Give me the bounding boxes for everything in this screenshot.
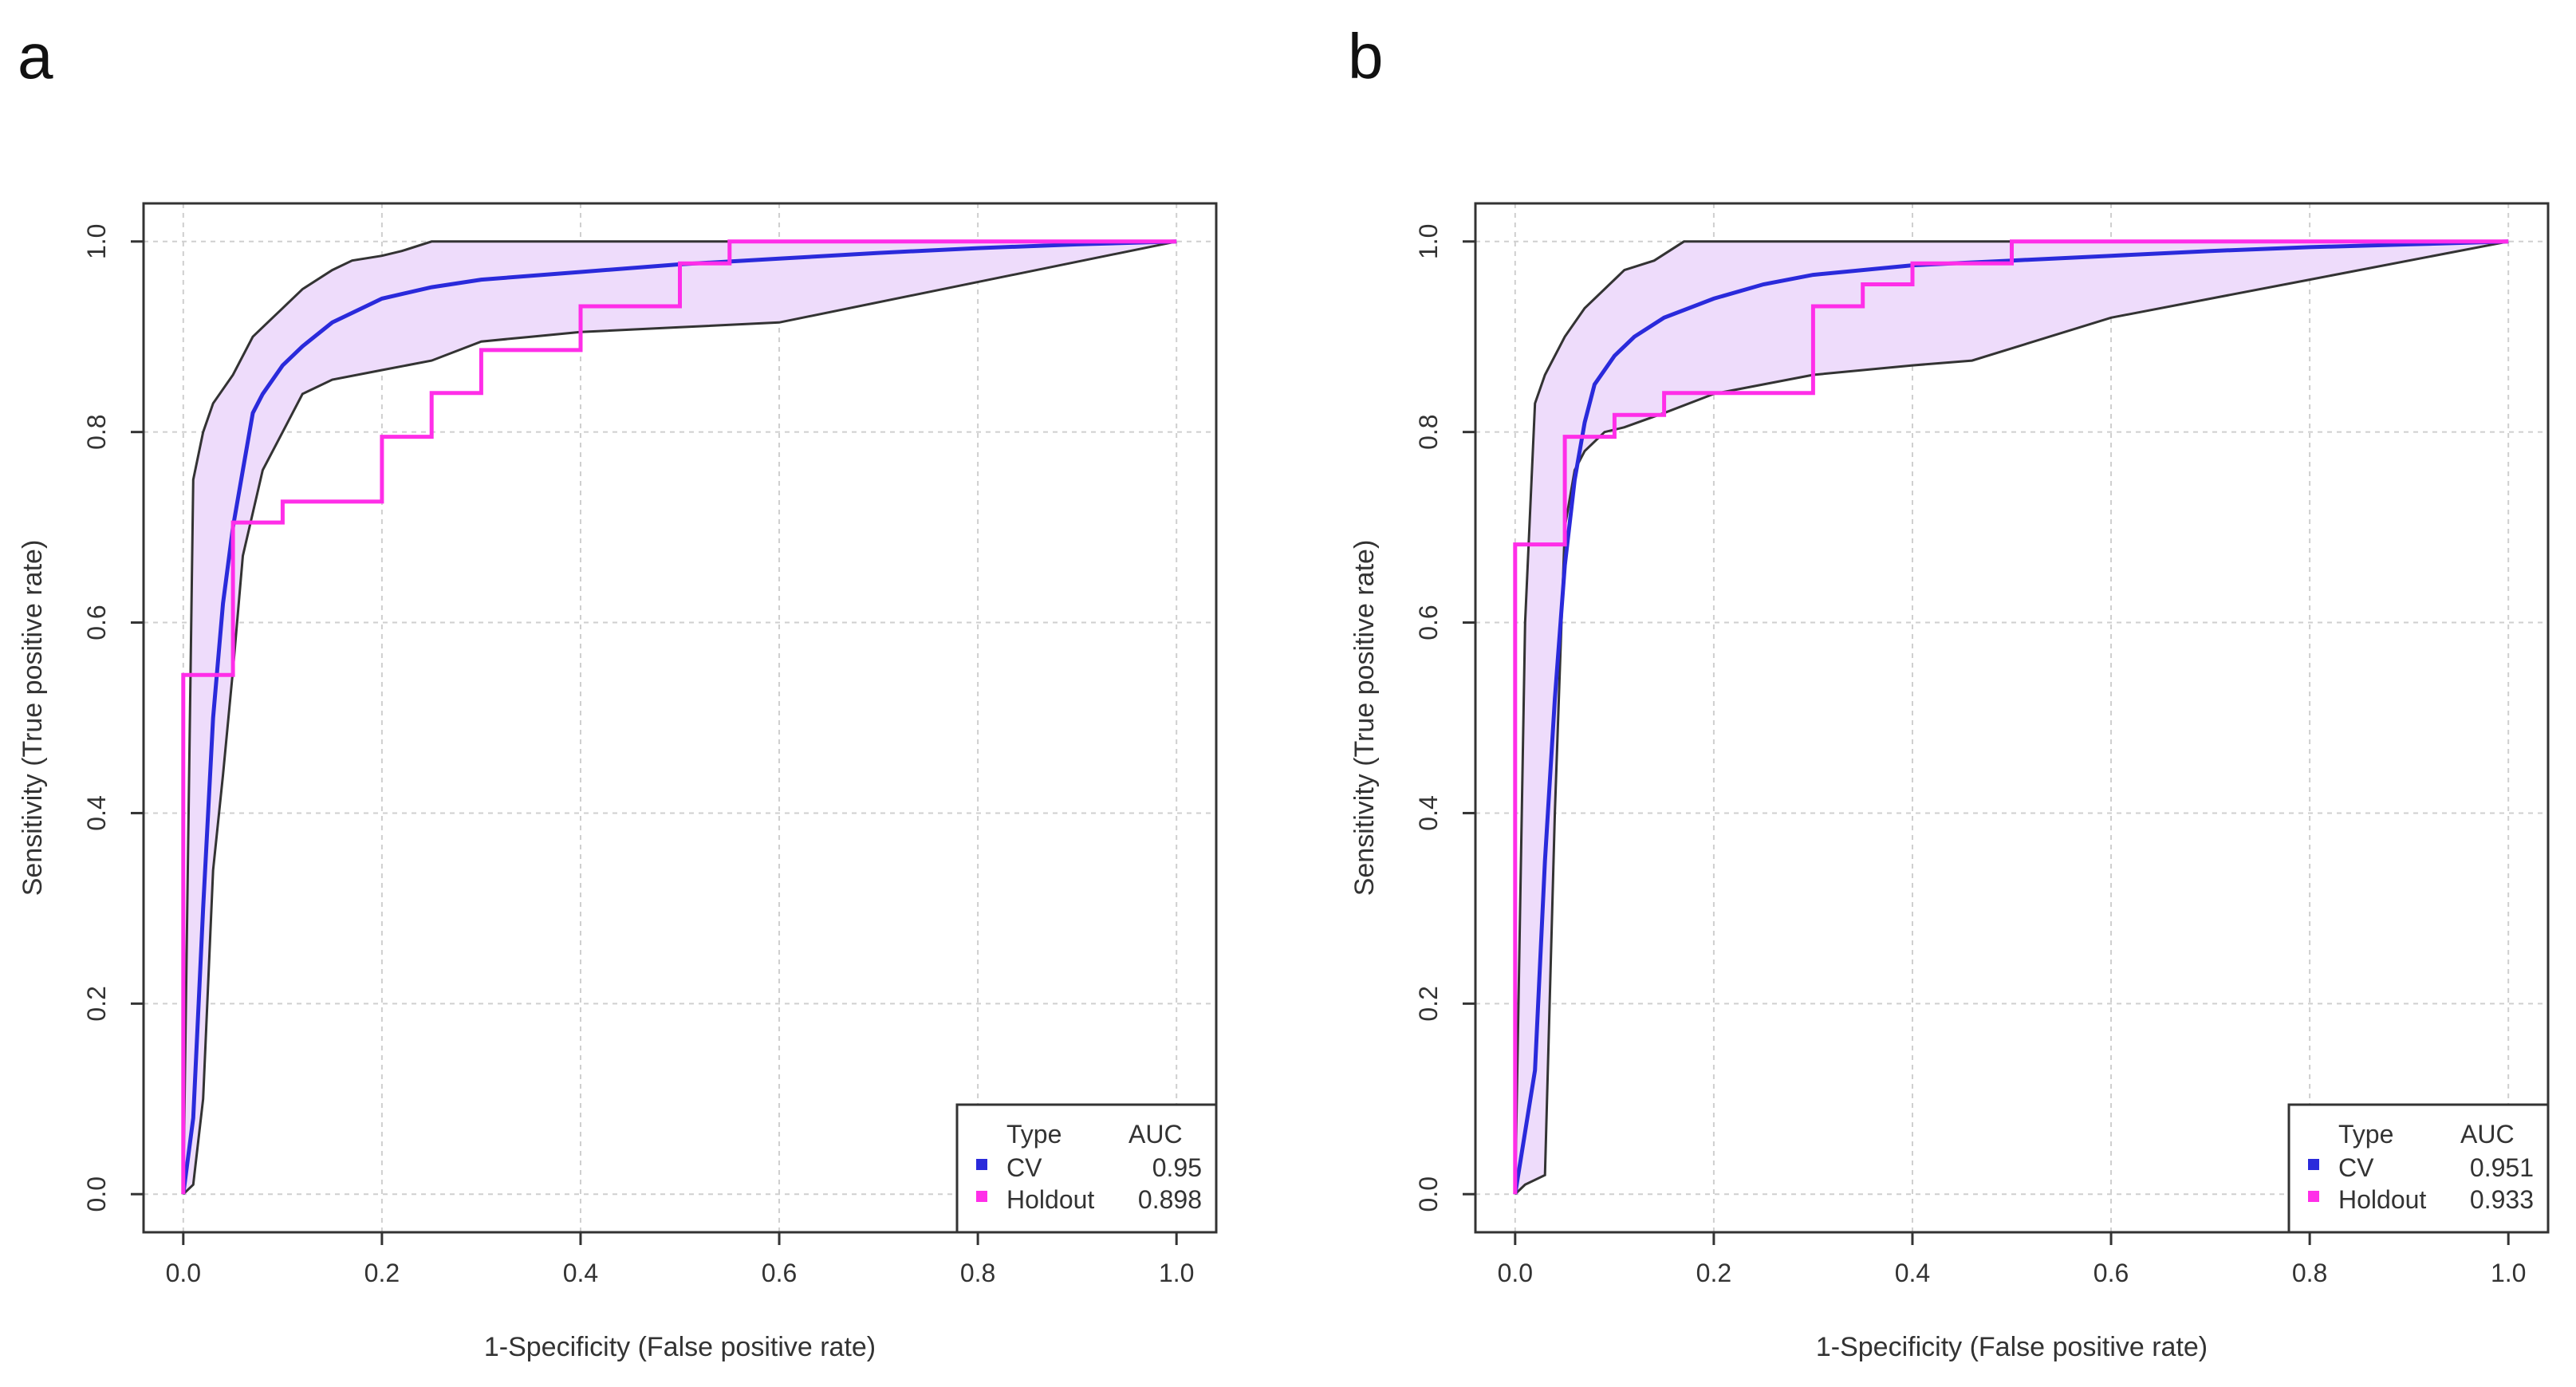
panel-b-x-tick-label-2: 0.4 [1895, 1259, 1930, 1287]
panel-b-cv-confidence-band [1514, 241, 2509, 1195]
panel-a-legend-cv-name: CV [1006, 1153, 1042, 1182]
panel-a-y-tick-label-0: 0.0 [82, 1176, 111, 1212]
panel-b-y-tick-label-3: 0.6 [1414, 605, 1443, 640]
panel-a-y-tick-label-5: 1.0 [82, 224, 111, 259]
panel-b-x-tick-label-1: 0.2 [1696, 1259, 1731, 1287]
panel-b-legend-holdout-swatch [2308, 1191, 2319, 1202]
panel-a-letter: a [18, 21, 53, 92]
panel-a-legend: Type AUC CV 0.95 Holdout 0.898 [955, 1103, 1218, 1234]
panel-a-legend-cv-auc: 0.95 [1152, 1153, 1202, 1182]
panel-a-legend-holdout-name: Holdout [1006, 1185, 1094, 1214]
panel-a-legend-cv-swatch [976, 1159, 987, 1170]
panel-b-x-tick-label-0: 0.0 [1498, 1259, 1533, 1287]
panel-a-legend-holdout-swatch [976, 1191, 987, 1202]
panel-a-x-tick-label-0: 0.0 [166, 1259, 201, 1287]
panel-b-x-tick-label-3: 0.6 [2093, 1259, 2129, 1287]
panel-a-x-tick-label-2: 0.4 [563, 1259, 598, 1287]
panel-b-legend-cv-swatch [2308, 1159, 2319, 1170]
panel-a-x-tick-label-4: 0.8 [960, 1259, 995, 1287]
panel-b-cv-line [1513, 239, 2509, 1195]
panel-b-cv-band-lower-line [1514, 240, 2509, 1196]
panel-b-y-tick-label-1: 0.2 [1414, 986, 1443, 1021]
panel-a-y-tick-label-3: 0.6 [82, 605, 111, 640]
panel-a-x-tick-label-3: 0.6 [762, 1259, 797, 1287]
panel-a-cv-confidence-band [183, 241, 1177, 1195]
panel-b-y-tick-label-4: 0.8 [1414, 414, 1443, 449]
panel-b-legend-header-type: Type [2338, 1120, 2393, 1149]
panel-a-y-tick-label-1: 0.2 [82, 986, 111, 1021]
panel-b-legend-cv-name: CV [2338, 1153, 2374, 1182]
panel-b-y-tick-label-5: 1.0 [1414, 224, 1443, 259]
panel-a-x-tick-label-1: 0.2 [364, 1259, 400, 1287]
panel-a-cv-band-lower-line [182, 240, 1177, 1196]
panel-a-legend-header-auc: AUC [1128, 1120, 1183, 1149]
panel-b-y-tick-label-2: 0.4 [1414, 795, 1443, 830]
panel-b-x-tick-label-4: 0.8 [2292, 1259, 2327, 1287]
panel-b-y-tick-label-0: 0.0 [1414, 1176, 1443, 1212]
panel-b-legend-cv-auc: 0.951 [2470, 1153, 2534, 1182]
panel-a-y-axis-label: Sensitivity (True positive rate) [18, 540, 48, 896]
panel-b-cv-band-upper-line [1514, 240, 2509, 1195]
panel-a: a 0.0 0.2 0.4 0.6 0.8 1.0 0.0 0.2 0.4 0.6 0.8 1.0 1… [18, 21, 1218, 1362]
panel-a-holdout-line [181, 239, 1177, 1195]
panel-b-x-tick-label-5: 1.0 [2491, 1259, 2526, 1287]
panel-a-cv-band-upper-line [182, 240, 1177, 1195]
panel-b-legend: Type AUC CV 0.951 Holdout 0.933 [2287, 1103, 2550, 1234]
panel-b: b 0.0 0.2 0.4 0.6 0.8 1.0 0.0 0.2 0.4 0.6 0.8 1.0 1… [1348, 21, 2550, 1362]
panel-a-x-tick-label-5: 1.0 [1159, 1259, 1194, 1287]
panel-a-legend-box [955, 1103, 1218, 1234]
panel-a-x-axis-label: 1-Specificity (False positive rate) [484, 1332, 876, 1362]
panel-b-holdout-line [1513, 239, 2509, 1195]
panel-a-legend-holdout-auc: 0.898 [1138, 1185, 1202, 1214]
panel-a-plot-frame [142, 202, 1218, 1234]
panel-a-y-tick-label-4: 0.8 [82, 414, 111, 449]
panel-b-plot-frame [1474, 202, 2550, 1234]
panel-a-cv-line [181, 239, 1177, 1195]
panel-a-legend-header-type: Type [1006, 1120, 1062, 1149]
panel-b-y-axis-label: Sensitivity (True positive rate) [1349, 540, 1380, 896]
panel-b-legend-holdout-auc: 0.933 [2470, 1185, 2534, 1214]
panel-b-legend-holdout-name: Holdout [2338, 1185, 2426, 1214]
panel-b-letter: b [1348, 21, 1384, 92]
panel-b-legend-box [2287, 1103, 2550, 1234]
panel-a-y-tick-label-2: 0.4 [82, 795, 111, 830]
panel-b-legend-header-auc: AUC [2460, 1120, 2515, 1149]
panel-b-x-axis-label: 1-Specificity (False positive rate) [1816, 1332, 2208, 1362]
